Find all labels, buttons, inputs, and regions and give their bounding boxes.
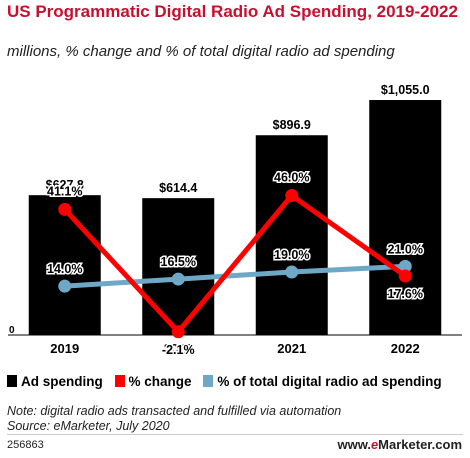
pct-change-label: -2.1% [162,343,195,357]
bar-value-label: $896.9 [273,118,311,132]
note-text: Note: digital radio ads transacted and f… [7,404,342,418]
bar-value-label: $614.4 [159,181,197,195]
chart-plot: $627.8 $614.4 $896.9 $1,055.0 0 2019 2020 2021 2… [8,83,462,358]
bar-2021 [255,135,328,335]
pct-total-label: 14.0% [47,262,82,276]
point-2020 [171,272,185,286]
y-zero-label: 0 [9,325,15,336]
pct-change-label: 46.0% [274,171,309,185]
point-2022 [398,269,412,283]
pct-total-label: 19.0% [274,248,309,262]
bar-value-label: $1,055.0 [381,83,430,97]
brand-logo: www.eMarketer.com [337,437,462,452]
legend-item-pct-change: % change [114,374,192,389]
line-pct-change [62,193,407,335]
legend-label: Ad spending [21,374,103,389]
bar-value-label: $627.8 [46,178,84,192]
chart-subtitle: millions, % change and % of total digita… [7,43,395,60]
point-2020 [171,325,185,339]
pct-change-label: 41.1% [47,184,82,198]
line-pct-total [64,263,406,289]
point-2021 [285,189,299,202]
bar-2020 [142,198,215,335]
x-tick-label: 2020 [164,341,193,356]
chart-legend: Ad spending % change % of total digital … [7,374,450,389]
bar-2019 [28,195,101,335]
point-2019 [58,279,72,293]
chart-id: 256863 [7,439,44,451]
point-2019 [58,202,72,216]
x-tick-label: 2022 [391,341,420,356]
x-tick-label: 2021 [277,341,306,356]
legend-label: % of total digital radio ad spending [217,374,442,389]
chart-notes: Note: digital radio ads transacted and f… [7,404,341,434]
point-2022 [398,259,412,273]
pct-total-label: 16.5% [161,255,196,269]
footer-divider [7,434,463,435]
pct-change-label: 17.6% [388,287,423,301]
x-tick-label: 2019 [50,341,79,356]
legend-item-pct-total: % of total digital radio ad spending [203,374,442,389]
pct-total-label: 21.0% [388,242,423,256]
bar-2022 [369,100,442,335]
legend-label: % change [128,374,192,389]
source-text: Source: eMarketer, July 2020 [7,419,170,433]
point-2021 [285,265,299,279]
legend-item-ad-spending: Ad spending [7,374,103,389]
chart-title: US Programmatic Digital Radio Ad Spendin… [7,2,458,21]
